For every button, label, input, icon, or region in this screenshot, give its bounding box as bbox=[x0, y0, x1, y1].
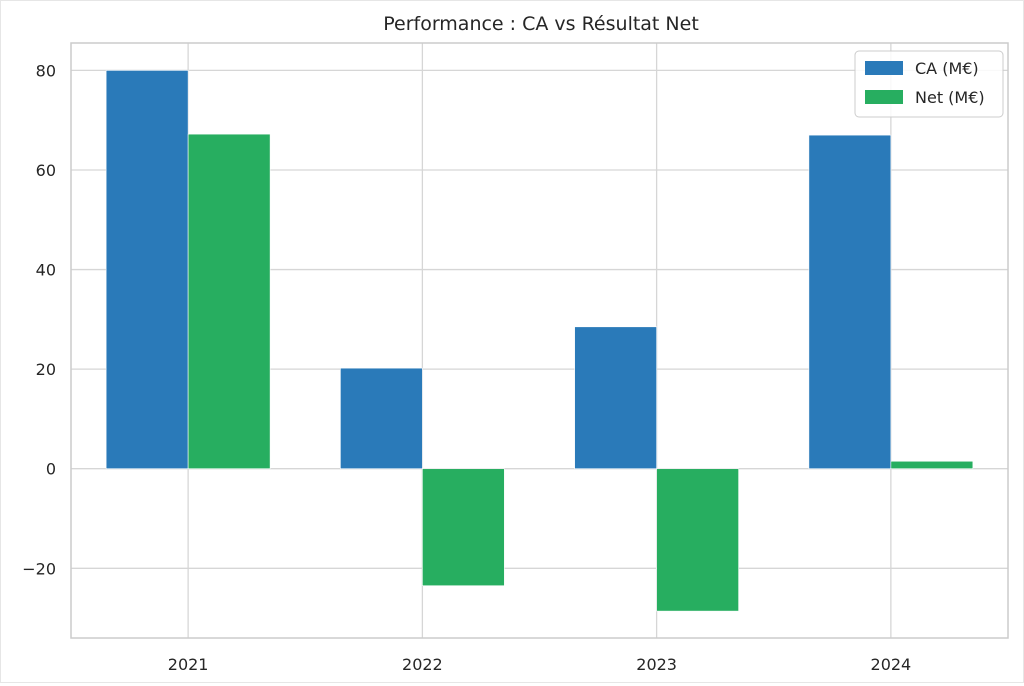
y-tick-label: 20 bbox=[36, 360, 56, 379]
x-tick-label: 2024 bbox=[871, 655, 912, 674]
legend: CA (M€) Net (M€) bbox=[854, 50, 1004, 118]
bar-net-2022 bbox=[422, 468, 505, 587]
x-tick-label: 2022 bbox=[402, 655, 443, 674]
bar-net-2023 bbox=[656, 468, 739, 612]
legend-swatch bbox=[865, 61, 903, 75]
legend-label: CA (M€) bbox=[915, 59, 979, 78]
x-tick-label: 2023 bbox=[636, 655, 677, 674]
bar-net-2024 bbox=[890, 460, 974, 470]
bars bbox=[105, 70, 974, 612]
bar-ca-2022 bbox=[340, 367, 423, 470]
bar-ca-2024 bbox=[808, 134, 892, 470]
bar-ca-2023 bbox=[574, 326, 657, 470]
y-tick-label: 60 bbox=[36, 161, 56, 180]
x-tick-labels: 2021 2022 2023 2024 bbox=[168, 655, 911, 674]
y-tick-label: 80 bbox=[36, 61, 56, 80]
legend-label: Net (M€) bbox=[915, 88, 985, 107]
y-tick-label: 40 bbox=[36, 261, 56, 280]
bar-net-2021 bbox=[187, 133, 271, 470]
chart-title: Performance : CA vs Résultat Net bbox=[383, 13, 699, 35]
bar-ca-2021 bbox=[105, 70, 189, 470]
y-tick-labels: −20 0 20 40 60 80 bbox=[22, 61, 56, 578]
plot-border bbox=[70, 42, 1009, 639]
x-tick-label: 2021 bbox=[168, 655, 209, 674]
legend-swatch bbox=[865, 90, 903, 104]
y-tick-label: 0 bbox=[46, 460, 56, 479]
y-tick-label: −20 bbox=[22, 559, 56, 578]
